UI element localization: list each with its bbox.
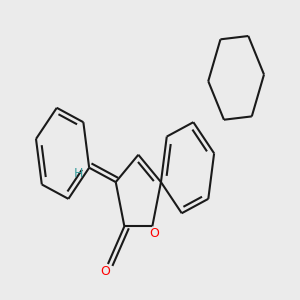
Text: O: O [100,265,110,278]
Text: O: O [149,227,159,240]
Text: H: H [74,167,83,180]
